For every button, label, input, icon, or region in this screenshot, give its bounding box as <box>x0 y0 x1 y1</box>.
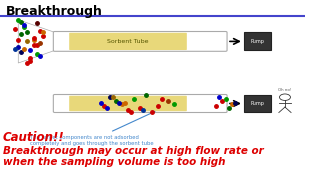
FancyBboxPatch shape <box>53 31 227 51</box>
Polygon shape <box>18 20 55 63</box>
FancyBboxPatch shape <box>69 96 187 111</box>
FancyBboxPatch shape <box>69 33 187 50</box>
FancyBboxPatch shape <box>244 95 271 112</box>
FancyBboxPatch shape <box>244 32 271 50</box>
Text: Pump: Pump <box>251 101 264 106</box>
Text: Sorbent Tube: Sorbent Tube <box>107 39 149 44</box>
Text: Breakthrough may occur at high flow rate or
when the sampling volume is too high: Breakthrough may occur at high flow rate… <box>3 146 264 167</box>
FancyBboxPatch shape <box>53 94 227 112</box>
Text: The target components are not adsorbed
completely and goes through the sorbent t: The target components are not adsorbed c… <box>30 111 155 146</box>
Text: Caution!!: Caution!! <box>3 131 65 144</box>
Text: Breakthrough: Breakthrough <box>6 5 103 18</box>
Text: Oh no!: Oh no! <box>278 88 292 92</box>
Text: Pump: Pump <box>251 39 264 44</box>
